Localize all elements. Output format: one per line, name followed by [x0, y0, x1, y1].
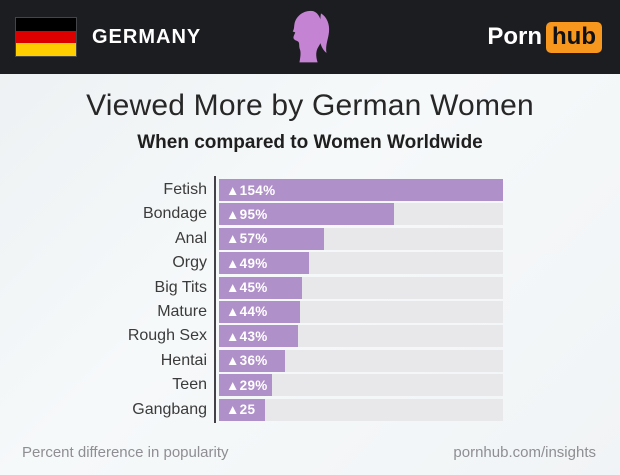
- category-label: Bondage: [142, 205, 207, 223]
- category-label: Gangbang: [132, 400, 207, 418]
- chart-row: Bondage ▲95%: [0, 203, 503, 226]
- bar-value-label: ▲44%: [226, 304, 268, 320]
- chart-row: Rough Sex ▲43%: [0, 325, 503, 348]
- bar-track: ▲49%: [219, 252, 503, 275]
- chart-axis-line: [214, 176, 216, 423]
- logo-hub-badge: hub: [546, 21, 602, 53]
- flag-stripe-gold: [16, 43, 76, 57]
- bar-track: ▲95%: [219, 203, 503, 226]
- bar-track: ▲154%: [219, 179, 503, 201]
- category-label: Fetish: [163, 181, 207, 198]
- bar-value-label: ▲154%: [226, 182, 276, 198]
- bar-track: ▲25: [219, 398, 503, 421]
- bar-track: ▲43%: [219, 325, 503, 348]
- flag-stripe-black: [16, 18, 76, 31]
- chart-row: Anal ▲57%: [0, 227, 503, 250]
- footer: Percent difference in popularity pornhub…: [22, 444, 596, 461]
- axis-caption: Percent difference in popularity: [22, 444, 229, 461]
- source-link[interactable]: pornhub.com/insights: [453, 444, 596, 461]
- page-title: Viewed More by German Women: [86, 89, 534, 122]
- bar-track: ▲36%: [219, 349, 503, 372]
- category-label: Teen: [172, 376, 207, 394]
- germany-flag-icon: [15, 17, 77, 57]
- bar: ▲29%: [219, 374, 273, 397]
- category-label: Big Tits: [154, 278, 207, 296]
- bar-value-label: ▲45%: [226, 280, 268, 296]
- page-subtitle: When compared to Women Worldwide: [137, 132, 483, 153]
- category-label: Rough Sex: [127, 327, 207, 345]
- bar: ▲43%: [219, 325, 299, 348]
- category-label: Mature: [157, 302, 207, 320]
- bar-track: ▲44%: [219, 300, 503, 323]
- bar: ▲49%: [219, 252, 310, 275]
- pornhub-logo: Porn hub: [487, 21, 620, 53]
- header-bar: GERMANY Porn hub: [0, 0, 620, 74]
- bar-value-label: ▲36%: [226, 353, 268, 369]
- flag-stripe-red: [16, 30, 76, 44]
- bar: ▲44%: [219, 300, 301, 323]
- chart-row: Gangbang ▲25: [0, 398, 503, 421]
- bar-value-label: ▲43%: [226, 328, 268, 344]
- bar-value-label: ▲25: [226, 402, 256, 418]
- bar: ▲154%: [219, 179, 503, 201]
- chart-rows: Fetish ▲154% Bondage ▲95% Anal ▲57% Orgy ▲49% Bi…: [0, 176, 503, 423]
- bar-value-label: ▲29%: [226, 377, 268, 393]
- bar: ▲25: [219, 398, 266, 421]
- chart-row: Fetish ▲154%: [0, 179, 503, 201]
- category-label: Anal: [174, 229, 207, 247]
- chart-row: Big Tits ▲45%: [0, 276, 503, 299]
- bar: ▲45%: [219, 276, 302, 299]
- bar-value-label: ▲57%: [226, 231, 268, 247]
- bar: ▲36%: [219, 349, 286, 372]
- category-label: Orgy: [172, 254, 207, 272]
- category-label: Hentai: [160, 351, 207, 369]
- bar: ▲57%: [219, 227, 325, 250]
- header-country-group: GERMANY: [0, 17, 202, 57]
- country-label: GERMANY: [92, 25, 202, 48]
- chart-row: Orgy ▲49%: [0, 252, 503, 275]
- logo-porn-text: Porn: [487, 23, 543, 50]
- bar-value-label: ▲95%: [226, 206, 268, 222]
- bar-track: ▲29%: [219, 374, 503, 397]
- bar-track: ▲45%: [219, 276, 503, 299]
- bar-value-label: ▲49%: [226, 255, 268, 271]
- chart-row: Mature ▲44%: [0, 300, 503, 323]
- woman-silhouette-icon: [283, 8, 337, 66]
- chart-row: Teen ▲29%: [0, 374, 503, 397]
- bar-chart: Fetish ▲154% Bondage ▲95% Anal ▲57% Orgy ▲49% Bi…: [0, 176, 503, 423]
- bar: ▲95%: [219, 203, 395, 226]
- chart-row: Hentai ▲36%: [0, 349, 503, 372]
- bar-track: ▲57%: [219, 227, 503, 250]
